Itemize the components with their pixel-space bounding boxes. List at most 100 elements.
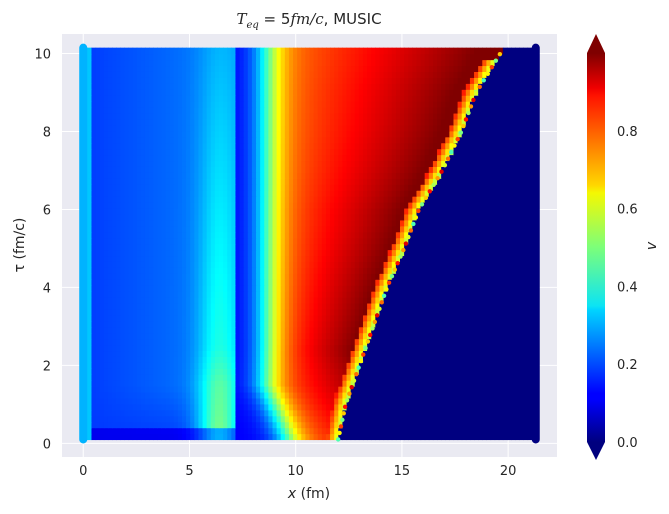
heatmap-cell [177, 213, 183, 221]
heatmap-cell [494, 356, 500, 363]
heatmap-cell [506, 184, 512, 191]
heatmap-cell [264, 326, 269, 334]
heatmap-cell [161, 190, 167, 197]
heatmap-cell [206, 350, 212, 357]
heatmap-cell [210, 279, 216, 286]
heatmap-cell [210, 433, 216, 441]
heatmap-cell [276, 213, 282, 221]
heatmap-cell [165, 397, 171, 405]
heatmap-cell [247, 219, 253, 227]
heatmap-cell [268, 207, 274, 215]
heatmap-cell [437, 243, 442, 251]
heatmap-cell [313, 350, 319, 357]
heatmap-cell [219, 403, 224, 411]
heatmap-cell [144, 255, 150, 262]
heatmap-cell [132, 178, 138, 185]
heatmap-cell [342, 225, 348, 233]
heatmap-cell [486, 368, 492, 375]
heatmap-cell [293, 427, 298, 435]
heatmap-cell [103, 350, 109, 357]
heatmap-cell [194, 427, 200, 435]
heatmap-cell [400, 338, 405, 346]
heatmap-cell [395, 338, 401, 346]
heatmap-cell [371, 243, 376, 251]
heatmap-cell [432, 178, 438, 185]
heatmap-cell [457, 421, 463, 429]
heatmap-cell [309, 231, 315, 239]
heatmap-cell [494, 207, 500, 215]
heatmap-cell [140, 433, 146, 441]
heatmap-cell [132, 196, 138, 203]
heatmap-cell [441, 296, 446, 304]
heatmap-cell [169, 356, 175, 363]
heatmap-cell [239, 362, 245, 369]
heatmap-cell [515, 213, 520, 221]
heatmap-cell [449, 190, 455, 197]
heatmap-cell [482, 213, 487, 221]
heatmap-cell [268, 415, 274, 423]
heatmap-cell [350, 172, 356, 179]
heatmap-cell [301, 374, 306, 381]
heatmap-cell [408, 302, 413, 310]
heatmap-cell [412, 356, 418, 363]
heatmap-cell [177, 279, 183, 286]
heatmap-cell [190, 296, 195, 304]
heatmap-cell [437, 219, 442, 227]
heatmap-cell [107, 237, 113, 245]
heatmap-cell [498, 409, 504, 417]
heatmap-cell [153, 368, 158, 375]
heatmap-cell [375, 213, 381, 221]
heatmap-cell [334, 279, 339, 286]
heatmap-cell [116, 243, 121, 251]
heatmap-cell [502, 344, 508, 352]
heatmap-cell [494, 225, 500, 233]
heatmap-cell [293, 356, 298, 363]
heatmap-cell [416, 302, 422, 310]
heatmap-cell [186, 356, 191, 363]
heatmap-cell [469, 433, 475, 441]
heatmap-cell [453, 184, 459, 191]
heatmap-cell [128, 409, 134, 417]
heatmap-cell [465, 314, 471, 322]
heatmap-cell [305, 207, 311, 215]
heatmap-cell [293, 184, 298, 191]
heatmap-cell [99, 207, 105, 215]
heatmap-cell [523, 326, 529, 334]
heatmap-cell [247, 237, 253, 245]
heatmap-cell [387, 267, 393, 274]
heatmap-cell [494, 397, 500, 405]
heatmap-cell [136, 356, 142, 363]
heatmap-cell [354, 391, 360, 399]
heatmap-cell [482, 308, 487, 316]
heatmap-cell [408, 178, 413, 185]
heatmap-cell [247, 397, 253, 405]
heatmap-cell [190, 285, 195, 292]
heatmap-cell [276, 380, 282, 387]
heatmap-cell [465, 386, 471, 393]
heatmap-cell [120, 267, 125, 274]
heatmap-cell [362, 172, 368, 179]
heatmap-cell [420, 427, 426, 435]
heatmap-cell [305, 273, 311, 280]
heatmap-cell [256, 433, 261, 441]
heatmap-cell [194, 320, 200, 328]
heatmap-cell [149, 201, 154, 209]
heatmap-cell [453, 249, 459, 257]
heatmap-cell [387, 409, 393, 417]
heatmap-cell [420, 409, 426, 417]
heatmap-cell [264, 380, 269, 387]
heatmap-cell [140, 213, 146, 221]
heatmap-cell [502, 308, 508, 316]
heatmap-cell [502, 178, 508, 185]
heatmap-cell [362, 368, 368, 375]
heatmap-cell [157, 267, 162, 274]
heatmap-cell [87, 421, 93, 429]
heatmap-cell [206, 362, 212, 369]
heatmap-cell [379, 291, 385, 298]
heatmap-cell [474, 261, 479, 268]
heatmap-cell [132, 237, 138, 245]
heatmap-cell [432, 190, 438, 197]
heatmap-cell [416, 409, 422, 417]
heatmap-cell [325, 308, 331, 316]
heatmap-cell [198, 279, 204, 286]
